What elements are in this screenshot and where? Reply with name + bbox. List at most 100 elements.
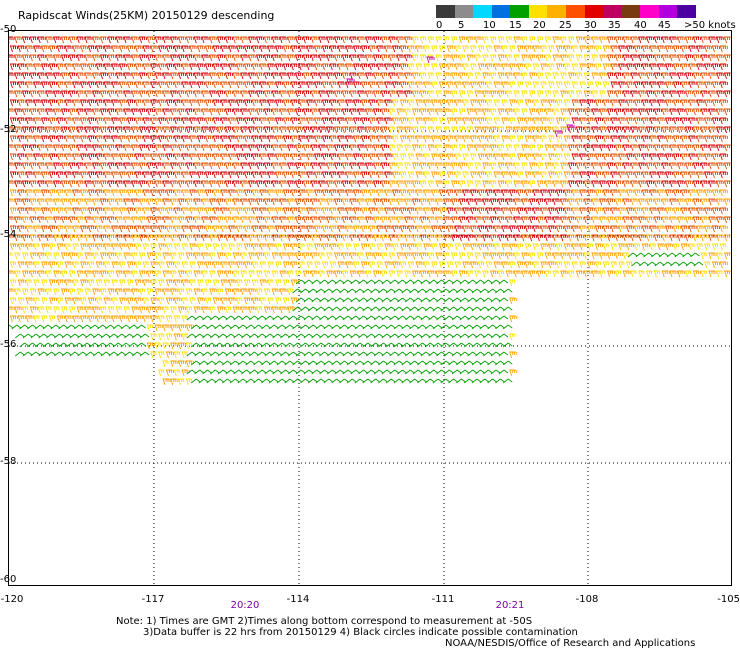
wind-barb bbox=[103, 279, 110, 287]
wind-barb bbox=[150, 153, 159, 161]
wind-barb bbox=[427, 144, 436, 152]
wind-barb bbox=[723, 36, 731, 44]
wind-barb bbox=[318, 108, 327, 116]
wind-barb bbox=[716, 252, 723, 260]
wind-barb bbox=[450, 54, 460, 62]
wind-barb bbox=[372, 126, 382, 134]
wind-barb bbox=[318, 90, 327, 98]
wind-barb bbox=[243, 153, 252, 161]
wind-barb bbox=[228, 99, 237, 107]
wind-barb bbox=[420, 333, 431, 339]
wind-barb bbox=[614, 180, 623, 188]
wind-barb bbox=[599, 252, 608, 260]
wind-barb bbox=[579, 135, 588, 143]
wind-barb bbox=[197, 225, 206, 233]
wind-barb bbox=[696, 171, 705, 179]
wind-barb bbox=[119, 225, 128, 233]
wind-barb bbox=[29, 198, 38, 206]
wind-barb bbox=[657, 117, 666, 125]
wind-barb bbox=[463, 288, 474, 294]
wind-barb bbox=[108, 351, 119, 357]
wind-barb bbox=[719, 45, 728, 53]
wind-barb bbox=[365, 180, 374, 188]
wind-barb bbox=[485, 135, 494, 143]
wind-barb bbox=[263, 306, 272, 314]
wind-barb bbox=[427, 234, 436, 242]
wind-barb bbox=[193, 252, 202, 260]
wind-barb bbox=[419, 90, 428, 98]
wind-barb bbox=[123, 162, 132, 170]
wind-barb bbox=[194, 315, 204, 321]
wind-barb bbox=[509, 351, 518, 359]
wind-barb bbox=[204, 99, 213, 107]
wind-barb bbox=[248, 252, 257, 260]
wind-barb bbox=[290, 279, 299, 287]
wind-barb bbox=[365, 54, 374, 62]
wind-barb bbox=[72, 297, 81, 305]
wind-barb bbox=[189, 225, 198, 233]
wind-barb bbox=[451, 333, 462, 339]
wind-barb bbox=[9, 135, 18, 143]
wind-barb bbox=[594, 135, 603, 143]
wind-barb bbox=[201, 198, 210, 206]
latitude-label: -56 bbox=[0, 339, 17, 350]
wind-barb bbox=[401, 324, 412, 330]
wind-barb bbox=[100, 333, 111, 339]
wind-barb bbox=[583, 198, 592, 206]
wind-barb bbox=[692, 270, 701, 278]
wind-barb bbox=[303, 369, 314, 375]
wind-barb bbox=[479, 342, 490, 348]
wind-barb bbox=[138, 288, 146, 296]
wind-barb bbox=[177, 54, 187, 62]
wind-barb bbox=[255, 108, 265, 116]
wind-barb bbox=[365, 198, 374, 206]
wind-barb bbox=[240, 306, 249, 314]
wind-barb bbox=[80, 243, 89, 251]
wind-barb bbox=[99, 144, 109, 152]
wind-barb bbox=[475, 333, 485, 339]
wind-barb bbox=[17, 297, 24, 305]
wind-barb bbox=[719, 189, 728, 197]
wind-barb bbox=[392, 171, 401, 179]
wind-barb bbox=[165, 261, 174, 269]
wind-barb bbox=[107, 198, 116, 206]
wind-barb bbox=[606, 216, 616, 224]
wind-barb bbox=[53, 288, 60, 296]
wind-barb bbox=[680, 207, 689, 215]
wind-barb bbox=[9, 108, 15, 115]
wind-barb bbox=[302, 90, 311, 98]
wind-barb bbox=[396, 144, 403, 152]
wind-barb bbox=[381, 351, 392, 357]
wind-barb bbox=[376, 261, 383, 269]
wind-barb bbox=[154, 324, 163, 332]
wind-barb bbox=[373, 333, 384, 339]
wind-barb bbox=[216, 54, 226, 62]
wind-barb bbox=[76, 306, 85, 314]
wind-barb bbox=[563, 189, 572, 197]
wind-barb bbox=[243, 117, 252, 125]
wind-barb bbox=[76, 270, 85, 278]
wind-barb bbox=[236, 279, 243, 287]
wind-barb bbox=[591, 252, 600, 260]
wind-barb bbox=[27, 324, 37, 330]
wind-barb bbox=[275, 189, 284, 197]
wind-barb bbox=[329, 261, 336, 269]
wind-barb bbox=[423, 189, 432, 197]
wind-barb bbox=[677, 198, 686, 206]
wind-barb bbox=[692, 72, 701, 80]
wind-barb bbox=[15, 333, 25, 339]
wind-barb bbox=[719, 117, 728, 125]
wind-barb bbox=[263, 90, 272, 98]
wind-barb bbox=[544, 216, 553, 224]
wind-barb bbox=[669, 108, 678, 116]
wind-barb bbox=[170, 270, 177, 278]
wind-barb bbox=[524, 99, 533, 107]
wind-barb bbox=[456, 306, 466, 312]
wind-barb bbox=[37, 126, 46, 134]
wind-barb bbox=[368, 171, 377, 179]
wind-barb bbox=[501, 135, 510, 143]
wind-barb bbox=[688, 225, 697, 233]
wind-barb bbox=[502, 288, 513, 294]
wind-barb bbox=[284, 360, 295, 366]
wind-barb bbox=[25, 63, 34, 71]
